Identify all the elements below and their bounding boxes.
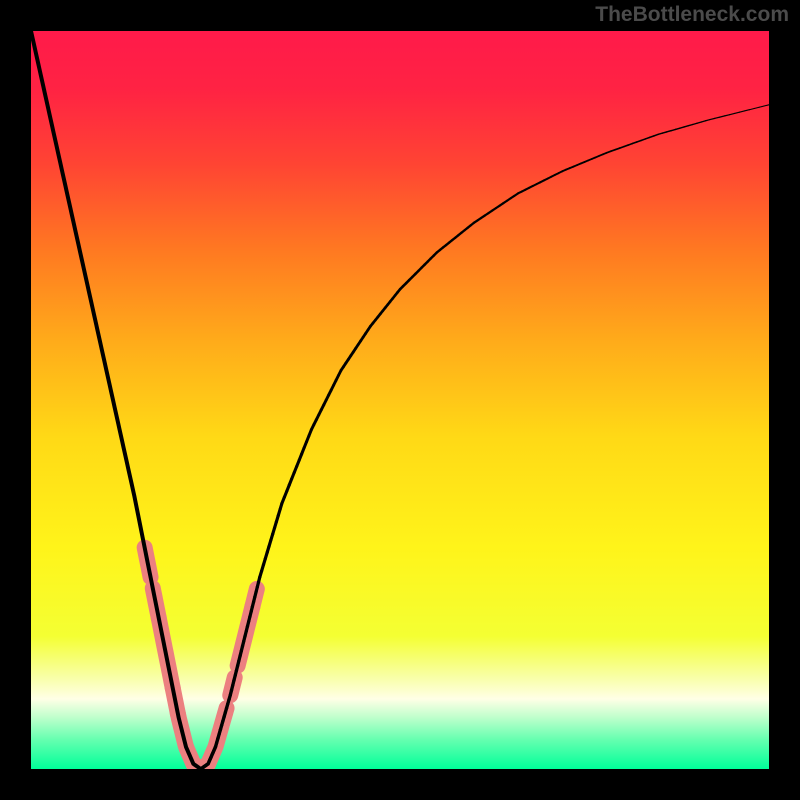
curve-right-seg [701,121,705,122]
curve-right-seg [749,108,754,109]
curve-right-seg [735,112,740,113]
curve-layer [31,31,769,769]
curve-right-seg [706,120,710,121]
curve-right-seg [764,105,769,106]
curve-right-seg [754,107,759,108]
curve-right-seg [697,122,701,123]
plot-area [31,31,769,769]
curve-right-seg [720,116,725,117]
curve-right-seg [693,123,697,124]
watermark-text: TheBottleneck.com [595,3,789,27]
stage: TheBottleneck.com [0,0,800,800]
curve-right-seg [715,117,720,118]
curve-right-seg [744,110,749,111]
curve-right-seg [725,115,730,116]
curve-right-seg [759,106,764,107]
curve-right-seg [688,124,692,125]
curve-left [31,31,201,769]
curve-right-seg [710,118,715,119]
curve-right-seg [739,111,744,112]
curve-right-seg [730,113,735,114]
chart-overlay [31,31,769,769]
